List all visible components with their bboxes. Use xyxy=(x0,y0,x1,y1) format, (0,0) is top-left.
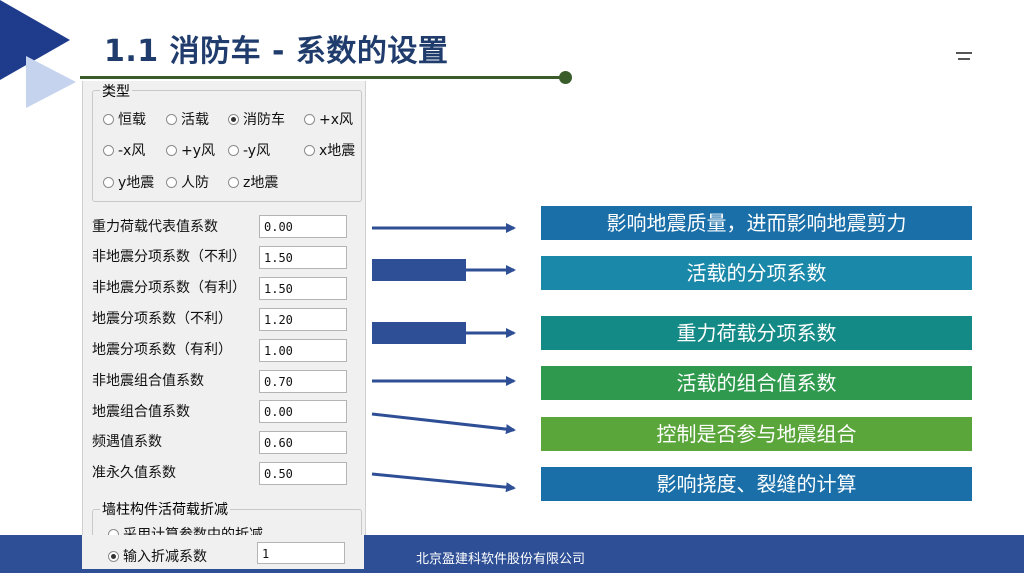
field-label-seismic-fav: 地震分项系数（有利） xyxy=(92,342,232,358)
radio-indicator xyxy=(304,113,315,125)
radio-minus-x-wind[interactable]: -x风 xyxy=(103,140,145,160)
radio-plus-x-wind[interactable]: +x风 xyxy=(304,109,353,129)
radio-indicator xyxy=(103,144,114,156)
seismic-unfav-input[interactable]: 1.20 xyxy=(259,308,347,331)
radio-indicator xyxy=(103,113,114,125)
radio-label: 恒载 xyxy=(118,112,146,128)
radio-indicator-selected xyxy=(228,113,239,125)
field-label-frequent: 频遇值系数 xyxy=(92,434,162,450)
field-label-nonseismic-comb: 非地震组合值系数 xyxy=(92,373,204,389)
type-group-title: 类型 xyxy=(100,81,132,101)
field-label-seismic-unfav: 地震分项系数（不利） xyxy=(92,311,232,327)
seismic-comb-input[interactable]: 0.00 xyxy=(259,400,347,423)
seismic-fav-input[interactable]: 1.00 xyxy=(259,339,347,362)
field-label-quasi-permanent: 准永久值系数 xyxy=(92,465,176,481)
radio-label: -y风 xyxy=(243,143,271,159)
decor-triangle-light xyxy=(26,56,76,108)
reduction-coef-input[interactable]: 1 xyxy=(257,542,345,564)
arrow-seismic-comb xyxy=(371,412,516,435)
radio-indicator xyxy=(103,176,114,188)
nonseismic-fav-input[interactable]: 1.50 xyxy=(259,277,347,300)
annotation-live-partial: 活载的分项系数 xyxy=(541,256,972,290)
arrow-block-seismic-partial xyxy=(372,322,466,344)
menu-icon[interactable] xyxy=(956,52,972,62)
radio-label: +y风 xyxy=(181,143,216,159)
annotation-live-combination: 活载的组合值系数 xyxy=(541,366,972,400)
radio-label: x地震 xyxy=(319,143,356,159)
nonseismic-unfav-input[interactable]: 1.50 xyxy=(259,246,347,269)
field-label-seismic-comb: 地震组合值系数 xyxy=(92,404,190,420)
frequent-coef-input[interactable]: 0.60 xyxy=(259,431,347,454)
radio-indicator-selected xyxy=(108,550,119,562)
gravity-coef-input[interactable]: 0.00 xyxy=(259,215,347,238)
radio-input-reduction[interactable]: 输入折减系数 xyxy=(108,546,207,566)
radio-z-earthquake[interactable]: z地震 xyxy=(228,172,278,192)
radio-plus-y-wind[interactable]: +y风 xyxy=(166,140,215,160)
radio-y-earthquake[interactable]: y地震 xyxy=(103,172,154,192)
slide-title: 1.1 消防车 - 系数的设置 xyxy=(104,34,449,69)
radio-indicator xyxy=(304,144,315,156)
radio-label: 活载 xyxy=(181,112,209,128)
field-label-gravity-coef: 重力荷载代表值系数 xyxy=(92,219,218,235)
radio-label: -x风 xyxy=(118,143,146,159)
radio-label: 消防车 xyxy=(243,112,285,128)
radio-indicator xyxy=(228,176,239,188)
radio-indicator xyxy=(166,144,177,156)
radio-indicator xyxy=(166,176,177,188)
radio-label: +x风 xyxy=(319,112,354,128)
reduction-group-title: 墙柱构件活荷载折减 xyxy=(100,499,230,519)
annotation-seismic-mass: 影响地震质量，进而影响地震剪力 xyxy=(541,206,972,240)
radio-indicator xyxy=(166,113,177,125)
type-groupbox xyxy=(92,90,362,202)
radio-indicator xyxy=(228,144,239,156)
radio-label: 人防 xyxy=(181,175,209,191)
field-label-nonseismic-fav: 非地震分项系数（有利） xyxy=(92,280,246,296)
radio-label: y地震 xyxy=(118,175,155,191)
radio-civil-defense[interactable]: 人防 xyxy=(166,172,209,192)
annotation-seismic-participation: 控制是否参与地震组合 xyxy=(541,417,972,451)
quasi-permanent-input[interactable]: 0.50 xyxy=(259,462,347,485)
company-name: 北京盈建科软件股份有限公司 xyxy=(416,552,586,567)
radio-minus-y-wind[interactable]: -y风 xyxy=(228,140,270,160)
annotation-gravity-partial: 重力荷载分项系数 xyxy=(541,316,972,350)
radio-x-earthquake[interactable]: x地震 xyxy=(304,140,355,160)
title-underline-dot xyxy=(559,71,572,84)
radio-dead-load[interactable]: 恒载 xyxy=(103,109,146,129)
arrow-quasi-permanent xyxy=(371,472,516,493)
radio-label: z地震 xyxy=(243,175,279,191)
arrow-block-live-partial xyxy=(372,259,466,281)
radio-label: 输入折减系数 xyxy=(123,549,207,565)
field-label-nonseismic-unfav: 非地震分项系数（不利） xyxy=(92,249,246,265)
radio-fire-truck[interactable]: 消防车 xyxy=(228,109,285,129)
title-underline xyxy=(80,76,564,79)
radio-live-load[interactable]: 活载 xyxy=(166,109,209,129)
annotation-deflection-crack: 影响挠度、裂缝的计算 xyxy=(541,467,972,501)
nonseismic-comb-input[interactable]: 0.70 xyxy=(259,370,347,393)
